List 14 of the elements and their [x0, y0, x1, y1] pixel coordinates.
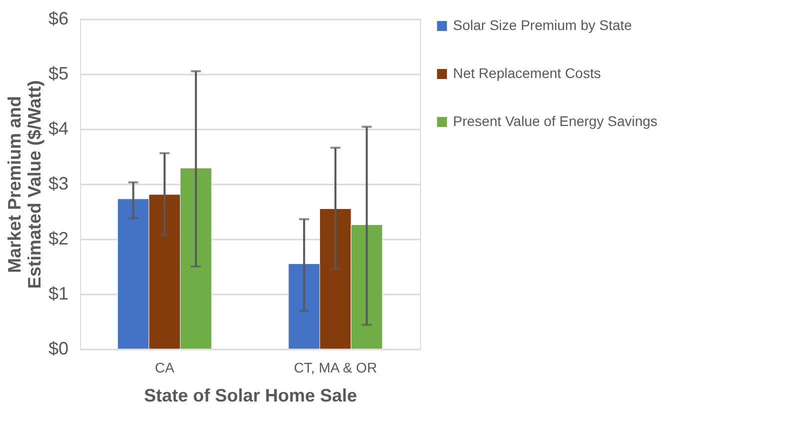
y-tick-label: $0	[48, 338, 68, 358]
legend-label: Solar Size Premium by State	[453, 17, 632, 33]
y-tick-label: $1	[48, 284, 68, 304]
y-tick-label: $4	[48, 118, 68, 138]
y-tick-label: $6	[48, 8, 68, 28]
legend-label: Present Value of Energy Savings	[453, 113, 658, 129]
y-tick-label: $2	[48, 228, 68, 248]
y-tick-label: $5	[48, 64, 68, 84]
legend-label: Net Replacement Costs	[453, 65, 601, 81]
y-axis-title: Market Premium and Estimated Value ($/Watt)	[4, 80, 44, 289]
y-tick-label: $3	[48, 174, 68, 194]
x-tick-label: CA	[154, 360, 175, 376]
x-tick-label: CT, MA & OR	[294, 360, 378, 376]
x-axis-title: State of Solar Home Sale	[144, 386, 358, 406]
